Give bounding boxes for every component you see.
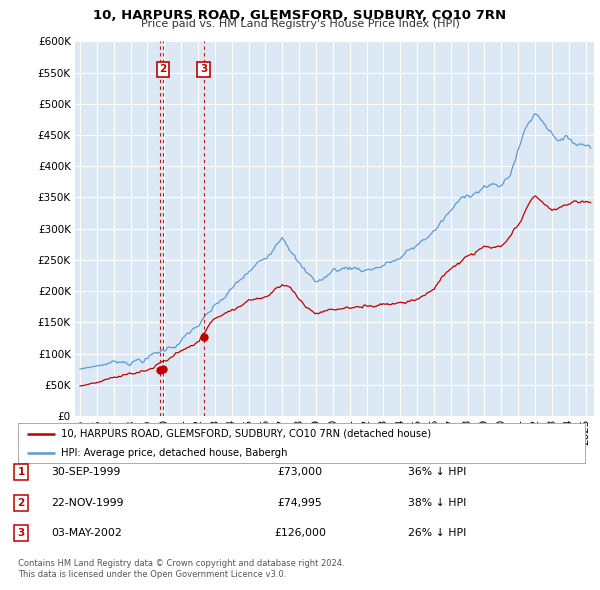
Text: HPI: Average price, detached house, Babergh: HPI: Average price, detached house, Babe…: [61, 448, 287, 458]
Text: 3: 3: [17, 529, 25, 538]
Text: 1: 1: [17, 467, 25, 477]
Text: This data is licensed under the Open Government Licence v3.0.: This data is licensed under the Open Gov…: [18, 571, 286, 579]
Text: £74,995: £74,995: [278, 498, 322, 507]
Text: 10, HARPURS ROAD, GLEMSFORD, SUDBURY, CO10 7RN (detached house): 10, HARPURS ROAD, GLEMSFORD, SUDBURY, CO…: [61, 429, 431, 439]
Text: Contains HM Land Registry data © Crown copyright and database right 2024.: Contains HM Land Registry data © Crown c…: [18, 559, 344, 568]
Text: 26% ↓ HPI: 26% ↓ HPI: [408, 529, 466, 538]
Text: 2: 2: [160, 64, 167, 74]
Text: 10, HARPURS ROAD, GLEMSFORD, SUDBURY, CO10 7RN: 10, HARPURS ROAD, GLEMSFORD, SUDBURY, CO…: [94, 9, 506, 22]
Text: Price paid vs. HM Land Registry's House Price Index (HPI): Price paid vs. HM Land Registry's House …: [140, 19, 460, 30]
Text: 38% ↓ HPI: 38% ↓ HPI: [408, 498, 466, 507]
Text: 36% ↓ HPI: 36% ↓ HPI: [408, 467, 466, 477]
Text: 22-NOV-1999: 22-NOV-1999: [51, 498, 124, 507]
Text: 03-MAY-2002: 03-MAY-2002: [51, 529, 122, 538]
Text: 3: 3: [200, 64, 207, 74]
Text: £126,000: £126,000: [274, 529, 326, 538]
Text: £73,000: £73,000: [277, 467, 323, 477]
Text: 30-SEP-1999: 30-SEP-1999: [51, 467, 121, 477]
Text: 2: 2: [17, 498, 25, 507]
